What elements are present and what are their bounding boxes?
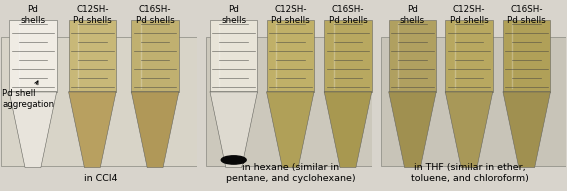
Text: C16SH-
Pd shells: C16SH- Pd shells: [329, 5, 367, 25]
Polygon shape: [210, 92, 257, 168]
Text: Pd
shells: Pd shells: [20, 5, 45, 25]
Bar: [206, 37, 373, 166]
Polygon shape: [389, 20, 436, 92]
Polygon shape: [9, 92, 57, 168]
Polygon shape: [503, 20, 551, 92]
Circle shape: [221, 156, 246, 164]
Polygon shape: [503, 92, 551, 168]
Polygon shape: [324, 92, 372, 168]
Polygon shape: [132, 20, 179, 92]
Text: C12SH-
Pd shells: C12SH- Pd shells: [450, 5, 488, 25]
Polygon shape: [445, 20, 493, 92]
Bar: [1, 37, 197, 166]
Polygon shape: [9, 20, 57, 92]
Text: in hexane (similar in
pentane, and cyclohexane): in hexane (similar in pentane, and cyclo…: [226, 163, 356, 183]
Text: C12SH-
Pd shells: C12SH- Pd shells: [271, 5, 310, 25]
Bar: [197, 1, 206, 190]
Bar: [373, 1, 382, 190]
Text: in THF (similar in ether,
toluene, and chloroform): in THF (similar in ether, toluene, and c…: [411, 163, 529, 183]
Text: Pd
shells: Pd shells: [221, 5, 246, 25]
Polygon shape: [266, 92, 314, 168]
Text: in CCl4: in CCl4: [84, 174, 117, 183]
Polygon shape: [324, 20, 372, 92]
Polygon shape: [132, 92, 179, 168]
Polygon shape: [445, 92, 493, 168]
Polygon shape: [69, 20, 116, 92]
Polygon shape: [210, 20, 257, 92]
Text: C16SH-
Pd shells: C16SH- Pd shells: [507, 5, 546, 25]
Text: Pd
shells: Pd shells: [400, 5, 425, 25]
Polygon shape: [266, 20, 314, 92]
Text: C12SH-
Pd shells: C12SH- Pd shells: [73, 5, 112, 25]
Text: C16SH-
Pd shells: C16SH- Pd shells: [136, 5, 175, 25]
Polygon shape: [389, 92, 436, 168]
Text: Pd shell
aggregation: Pd shell aggregation: [2, 81, 54, 109]
Polygon shape: [69, 92, 116, 168]
Bar: [382, 37, 566, 166]
